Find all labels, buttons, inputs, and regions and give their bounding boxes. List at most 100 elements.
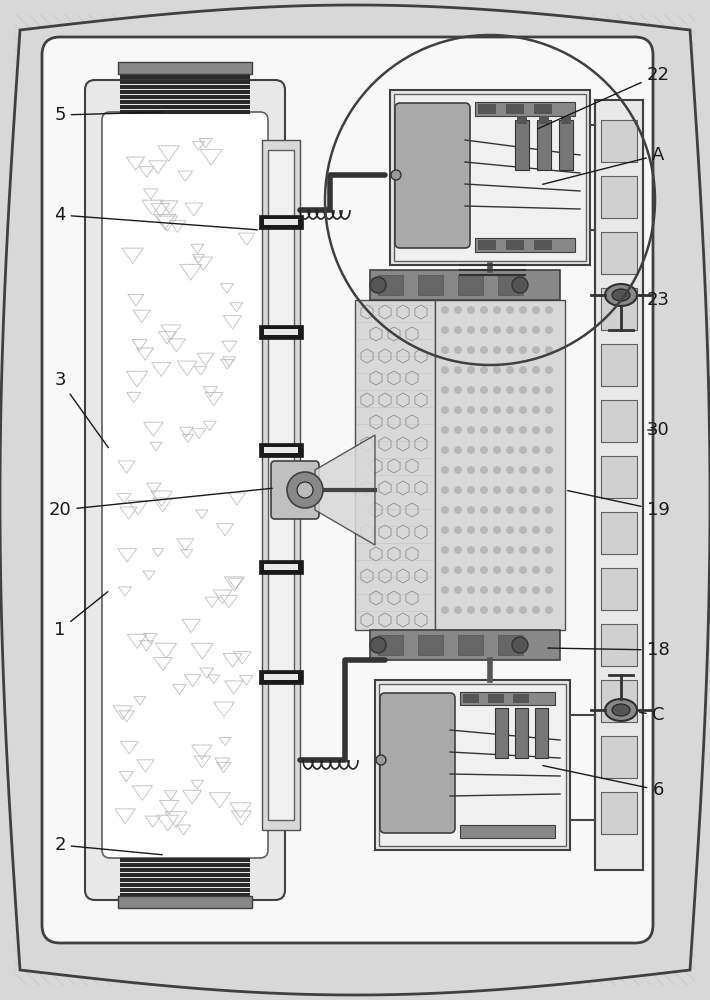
Circle shape (480, 446, 488, 454)
Polygon shape (315, 435, 375, 545)
Bar (458, 635, 483, 655)
FancyBboxPatch shape (271, 461, 319, 519)
Circle shape (297, 482, 313, 498)
Circle shape (532, 366, 540, 374)
Circle shape (493, 426, 501, 434)
Circle shape (454, 446, 462, 454)
Bar (601, 176, 637, 218)
Circle shape (506, 426, 514, 434)
Circle shape (506, 586, 514, 594)
Circle shape (454, 526, 462, 534)
Circle shape (493, 346, 501, 354)
Bar (120, 65, 250, 68)
Circle shape (506, 366, 514, 374)
FancyBboxPatch shape (102, 112, 268, 858)
Bar (460, 825, 555, 838)
Circle shape (506, 546, 514, 554)
Bar (539, 116, 549, 124)
Circle shape (532, 466, 540, 474)
Circle shape (545, 586, 553, 594)
Circle shape (493, 506, 501, 514)
Circle shape (532, 546, 540, 554)
Text: C: C (640, 706, 665, 724)
Bar (370, 630, 560, 660)
Bar (120, 75, 250, 79)
Bar (601, 120, 637, 162)
Circle shape (519, 326, 527, 334)
Text: 18: 18 (548, 641, 670, 659)
Bar (460, 692, 555, 705)
Circle shape (480, 486, 488, 494)
Circle shape (506, 486, 514, 494)
Circle shape (454, 586, 462, 594)
Circle shape (519, 506, 527, 514)
Circle shape (545, 566, 553, 574)
Text: A: A (542, 146, 664, 184)
Bar (379, 684, 566, 846)
FancyBboxPatch shape (42, 37, 653, 943)
Circle shape (512, 277, 528, 293)
FancyBboxPatch shape (380, 693, 455, 833)
Ellipse shape (605, 699, 637, 721)
Circle shape (519, 446, 527, 454)
Circle shape (519, 346, 527, 354)
Circle shape (545, 486, 553, 494)
Circle shape (532, 586, 540, 594)
Bar (264, 219, 298, 225)
Circle shape (532, 426, 540, 434)
Bar (120, 90, 250, 94)
Bar (378, 275, 403, 295)
Circle shape (467, 546, 475, 554)
Circle shape (545, 386, 553, 394)
Circle shape (506, 506, 514, 514)
Circle shape (493, 606, 501, 614)
Circle shape (376, 755, 386, 765)
Circle shape (441, 366, 449, 374)
Circle shape (480, 566, 488, 574)
Circle shape (532, 606, 540, 614)
Circle shape (454, 546, 462, 554)
Circle shape (454, 426, 462, 434)
Circle shape (545, 446, 553, 454)
Circle shape (506, 526, 514, 534)
Text: 30: 30 (647, 421, 670, 439)
Bar (120, 80, 250, 84)
Circle shape (480, 326, 488, 334)
Circle shape (519, 406, 527, 414)
Circle shape (480, 406, 488, 414)
Bar (259, 560, 303, 574)
Circle shape (512, 637, 528, 653)
Bar (601, 400, 637, 442)
Circle shape (467, 366, 475, 374)
Circle shape (467, 346, 475, 354)
Circle shape (519, 566, 527, 574)
Circle shape (441, 386, 449, 394)
Circle shape (493, 486, 501, 494)
Circle shape (454, 486, 462, 494)
Circle shape (480, 606, 488, 614)
Circle shape (545, 426, 553, 434)
Circle shape (545, 526, 553, 534)
Bar (475, 102, 575, 116)
Circle shape (467, 386, 475, 394)
Bar (506, 240, 524, 250)
Circle shape (506, 306, 514, 314)
Bar (264, 329, 298, 335)
Circle shape (454, 406, 462, 414)
Bar (262, 140, 300, 830)
Circle shape (545, 506, 553, 514)
Circle shape (493, 406, 501, 414)
FancyBboxPatch shape (85, 80, 285, 900)
Circle shape (545, 406, 553, 414)
Bar (120, 70, 250, 74)
Bar (120, 883, 250, 886)
Circle shape (467, 326, 475, 334)
Bar (259, 215, 303, 229)
Circle shape (545, 326, 553, 334)
Circle shape (480, 526, 488, 534)
Bar (264, 564, 298, 570)
Circle shape (545, 546, 553, 554)
Bar (488, 694, 504, 703)
Bar (601, 232, 637, 274)
Bar (118, 896, 252, 908)
